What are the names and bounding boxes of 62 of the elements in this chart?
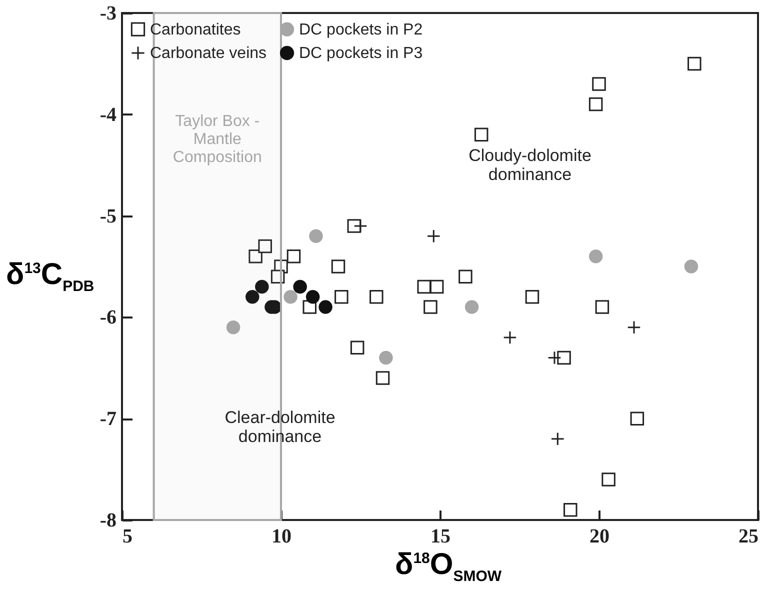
point [503,330,517,344]
annotation: Cloudy-dolomite dominance [468,146,592,184]
point [630,412,644,426]
y-tick-label: -4 [100,104,116,126]
point [226,320,240,334]
point [602,472,616,486]
point [430,280,444,294]
point [334,290,348,304]
legend-label: Carbonate veins [150,45,267,62]
x-tick-label: 20 [590,526,610,548]
point [255,280,269,294]
point [354,219,368,233]
point [564,502,578,517]
point [525,290,540,304]
point [347,219,362,233]
point [688,56,702,71]
band-label: Taylor Box - Mantle Composition [172,113,262,166]
point [417,280,431,294]
point [464,300,479,314]
x-axis-title: δ$^{18}$O$_{SMOW}$ [395,548,502,585]
x-tick-label: 10 [272,526,292,548]
point [293,280,307,294]
y-tick-label: -6 [100,306,116,329]
point [592,77,606,91]
legend-label: DC pockets in P2 [299,21,423,38]
point [595,300,610,314]
point [370,290,384,304]
point [379,350,393,365]
point [474,128,488,142]
point [557,350,571,365]
point [309,229,323,243]
legend-label: DC pockets in P3 [299,45,423,62]
point [331,260,346,274]
point [426,229,441,243]
point [550,432,565,446]
point [627,320,641,334]
point [258,239,272,254]
legend-label: Carbonatites [150,21,241,38]
point [588,97,603,112]
point [248,249,262,264]
point [318,300,332,314]
x-tick-label: 15 [430,526,450,548]
y-tick-label: -5 [100,205,116,228]
y-tick-label: -8 [100,510,116,532]
x-tick-label: 25 [738,526,758,548]
y-tick-label: -7 [100,408,116,430]
point [246,290,260,304]
x-tick-label: 5 [122,526,132,548]
point [548,350,562,365]
point [284,290,298,304]
annotation: Clear-dolomite dominance [224,408,336,446]
point [350,340,364,354]
y-axis-title: δ$^{13}$C$_{PDB}$ [6,258,94,295]
point [684,260,698,274]
point [270,270,285,284]
point [306,290,320,304]
point [424,300,438,314]
point [286,249,301,264]
y-tick-label: -3 [100,2,116,24]
point [588,250,603,264]
point [376,371,390,385]
point [458,270,472,284]
